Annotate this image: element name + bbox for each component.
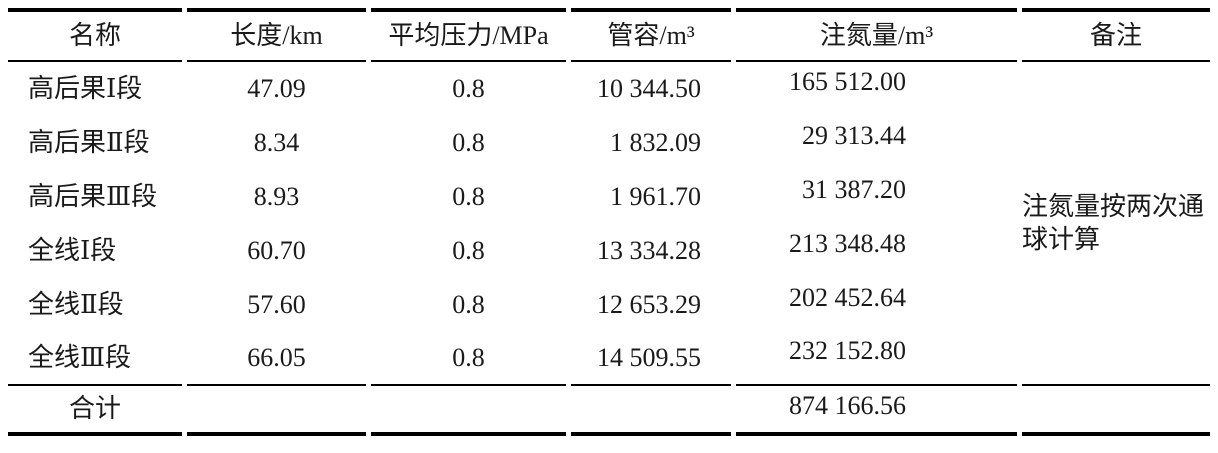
total-pressure-empty: [371, 386, 566, 436]
nitrogen-cell: 165 512.00: [736, 62, 1017, 116]
length-cell: 47.09: [247, 74, 306, 104]
nitrogen-value: 202 452.64: [789, 283, 906, 313]
total-label: 合计: [8, 386, 182, 436]
header-nitrogen: 注氮量/m³: [736, 8, 1017, 62]
pressure-cell: 0.8: [452, 128, 485, 158]
nitrogen-value: 213 348.48: [789, 229, 906, 259]
table-row: 高后果Ⅰ段 47.09 0.8 10 344.50 165 512.00 注氮量按两次通球…: [8, 62, 1210, 386]
segment-name-cell: 全线Ⅱ段: [28, 290, 124, 320]
nitrogen-value: 232 152.80: [789, 336, 906, 366]
volume-cell: 1 961.70: [610, 182, 701, 212]
length-cell: 8.34: [253, 128, 300, 158]
length-cell: 8.93: [253, 182, 300, 212]
header-name: 名称: [8, 8, 182, 62]
nitrogen-injection-table: 名称 长度/km 平均压力/MPa 管容/m³ 注氮量/m³ 备注 高后果Ⅰ段 4…: [3, 8, 1215, 436]
segment-name-cell: 高后果Ⅱ段: [28, 128, 150, 158]
segment-name-cell: 高后果Ⅰ段: [28, 74, 143, 104]
length-cell: 66.05: [187, 332, 366, 386]
total-length-empty: [187, 386, 366, 436]
nitrogen-cell: 213 348.48: [736, 224, 1017, 278]
header-remark: 备注: [1022, 8, 1210, 62]
table-header: 名称 长度/km 平均压力/MPa 管容/m³ 注氮量/m³ 备注: [8, 8, 1210, 62]
table-body: 高后果Ⅰ段 47.09 0.8 10 344.50 165 512.00 注氮量按两次通球…: [8, 62, 1210, 386]
total-row: 合计 874 166.56: [8, 386, 1210, 436]
volume-cell: 13 334.28: [597, 236, 701, 266]
length-cell: 60.70: [247, 236, 306, 266]
pressure-cell: 0.8: [452, 74, 485, 104]
segment-name-cell: 全线Ⅰ段: [28, 236, 117, 266]
nitrogen-cell: 29 313.44: [736, 116, 1017, 170]
header-row: 名称 长度/km 平均压力/MPa 管容/m³ 注氮量/m³ 备注: [8, 8, 1210, 62]
total-nitrogen-value: 874 166.56: [736, 386, 1017, 436]
segment-name-cell: 全线Ⅲ段: [8, 332, 182, 386]
volume-cell: 14 509.55: [571, 332, 731, 386]
pressure-cell: 0.8: [371, 332, 566, 386]
table-row: 高后果Ⅱ段 8.34 0.8 1 832.09 29 313.44: [8, 116, 1210, 170]
volume-cell: 10 344.50: [597, 74, 701, 104]
nitrogen-cell: 232 152.80: [736, 332, 1017, 386]
total-volume-empty: [571, 386, 731, 436]
pressure-cell: 0.8: [452, 236, 485, 266]
length-cell: 57.60: [247, 290, 306, 320]
nitrogen-value: 165 512.00: [789, 67, 906, 97]
header-pressure: 平均压力/MPa: [371, 8, 566, 62]
table-row: 高后果Ⅲ段 8.93 0.8 1 961.70 31 387.20: [8, 170, 1210, 224]
header-volume: 管容/m³: [571, 8, 731, 62]
pressure-cell: 0.8: [452, 182, 485, 212]
total-remark-empty: [1022, 386, 1210, 436]
header-length: 长度/km: [187, 8, 366, 62]
segment-name-cell: 高后果Ⅲ段: [28, 182, 158, 212]
nitrogen-value: 29 313.44: [802, 121, 906, 151]
nitrogen-cell: 31 387.20: [736, 170, 1017, 224]
volume-cell: 1 832.09: [610, 128, 701, 158]
table-row: 全线Ⅲ段 66.05 0.8 14 509.55 232 152.80: [8, 332, 1210, 386]
nitrogen-value: 31 387.20: [802, 175, 906, 205]
table-row: 全线Ⅱ段 57.60 0.8 12 653.29 202 452.64: [8, 278, 1210, 332]
volume-cell: 12 653.29: [597, 290, 701, 320]
table-row: 全线Ⅰ段 60.70 0.8 13 334.28 213 348.48: [8, 224, 1210, 278]
nitrogen-cell: 202 452.64: [736, 278, 1017, 332]
remark-cell: 注氮量按两次通球计算: [1022, 62, 1210, 386]
pressure-cell: 0.8: [452, 290, 485, 320]
